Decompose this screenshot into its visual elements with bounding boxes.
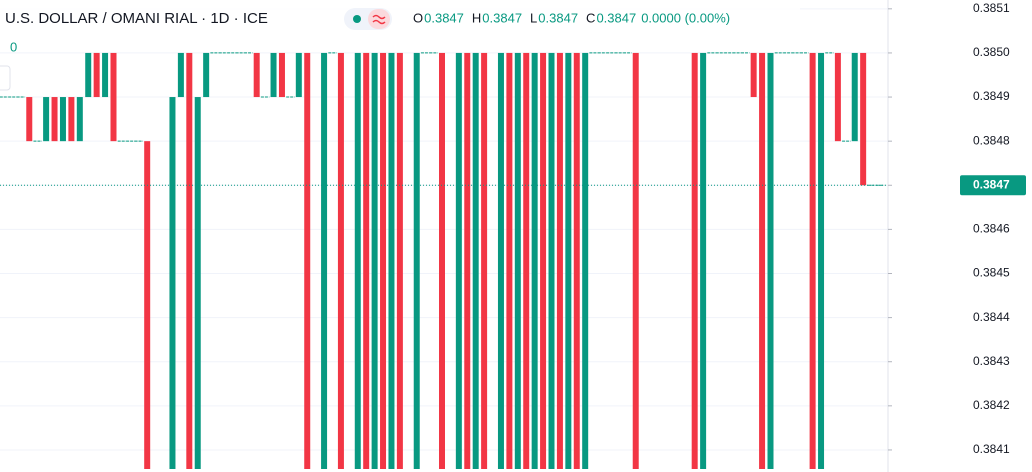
header: U.S. DOLLAR / OMANI RIAL · 1D · ICE O 0.3… — [0, 4, 800, 91]
candle-body — [548, 52, 555, 469]
last-price-box — [960, 175, 1026, 196]
candle-body — [809, 52, 816, 469]
ohlc-value: 0.3847 — [538, 10, 578, 25]
candle-body — [573, 52, 580, 469]
candle-body — [472, 52, 479, 469]
ohlc-value: 0.3847 — [596, 10, 636, 25]
y-tick-label: 0.3849 — [973, 89, 1010, 103]
candle-body — [582, 52, 589, 469]
price-axis: 0.3841 0.3842 0.3843 0.3844 0.3845 0.3846 0.38… — [888, 1, 1026, 456]
candle-body — [514, 52, 521, 469]
ohlc-legend: O 0.3847 H 0.3847 L 0.3847 C 0.3847 0.0000 (0.00… — [413, 10, 730, 25]
candle-body — [354, 52, 361, 469]
candle-body — [413, 52, 420, 469]
candle-body — [85, 52, 92, 98]
candle-body — [203, 52, 210, 98]
candle-body — [388, 52, 395, 469]
ohlc-value: 0.3847 — [482, 10, 522, 25]
status-dot — [353, 15, 361, 23]
candle-body — [371, 52, 378, 469]
candle-body — [439, 52, 445, 469]
symbol-title: U.S. DOLLAR / OMANI RIAL · 1D · ICE — [5, 10, 268, 27]
candle-body — [691, 52, 698, 469]
candle-body — [531, 52, 538, 469]
candle-body — [304, 52, 311, 469]
candle-body — [396, 52, 403, 469]
candle-body — [540, 52, 547, 469]
y-tick-label: 0.3842 — [973, 398, 1010, 412]
candle-body — [321, 52, 328, 469]
header-bg — [0, 4, 800, 34]
delay-icon-bg — [368, 9, 390, 29]
candle-body — [523, 52, 530, 469]
candle-body — [93, 52, 100, 98]
ohlc-label: L — [530, 10, 537, 25]
ohlc-label: C — [586, 10, 595, 25]
y-tick-label: 0.3841 — [973, 442, 1010, 456]
candle-body — [464, 52, 471, 469]
y-tick-label: 0.3851 — [973, 1, 1010, 15]
indicator-value: 0 — [10, 39, 17, 54]
candle-body — [481, 52, 488, 469]
candle-body — [144, 141, 151, 469]
side-button[interactable] — [0, 65, 11, 91]
candle-body — [51, 97, 58, 142]
candle-body — [295, 52, 302, 98]
candle-body — [270, 52, 277, 98]
y-tick-label: 0.3844 — [973, 310, 1010, 324]
candle-body — [278, 52, 285, 98]
candle-body — [26, 97, 33, 142]
candle-body — [102, 52, 109, 98]
candle-body — [59, 97, 66, 142]
y-tick-label: 0.3846 — [973, 222, 1010, 236]
candle-body — [506, 52, 513, 469]
ohlc-value: 0.3847 — [424, 10, 464, 25]
candle-body — [68, 97, 75, 142]
candle-body — [750, 52, 757, 98]
candle-body — [700, 52, 707, 469]
candles — [0, 52, 888, 469]
candle-body — [380, 52, 387, 469]
candle-body — [497, 52, 504, 469]
candle-body — [455, 52, 462, 469]
candle-body — [767, 52, 774, 469]
candle-body — [337, 52, 344, 469]
candle-body — [363, 52, 370, 469]
candle-body — [860, 52, 867, 186]
candle-body — [169, 97, 176, 469]
candle-body — [177, 52, 184, 98]
candle-body — [186, 52, 193, 469]
change-value: 0.0000 (0.00%) — [641, 10, 730, 25]
y-tick-label: 0.3843 — [973, 354, 1010, 368]
y-tick-label: 0.3845 — [973, 266, 1010, 280]
y-tick-label: 0.3850 — [973, 45, 1010, 59]
delay-icon — [372, 14, 386, 25]
candle-body — [43, 97, 50, 142]
y-tick-label: 0.3848 — [973, 133, 1010, 147]
candle-body — [253, 52, 260, 98]
candle-body — [76, 97, 83, 142]
candle-body — [632, 52, 639, 469]
candle-body — [110, 52, 117, 142]
candle-body — [834, 52, 841, 142]
candle-body — [565, 52, 572, 469]
ohlc-label: H — [472, 10, 481, 25]
candle-body — [851, 52, 858, 142]
last-price-label: 0.3847 — [973, 177, 1010, 191]
ohlc-label: O — [413, 10, 423, 25]
candle-body — [759, 52, 766, 469]
candle-body — [194, 97, 201, 469]
candle-body — [818, 52, 825, 469]
candle-body — [556, 52, 563, 469]
